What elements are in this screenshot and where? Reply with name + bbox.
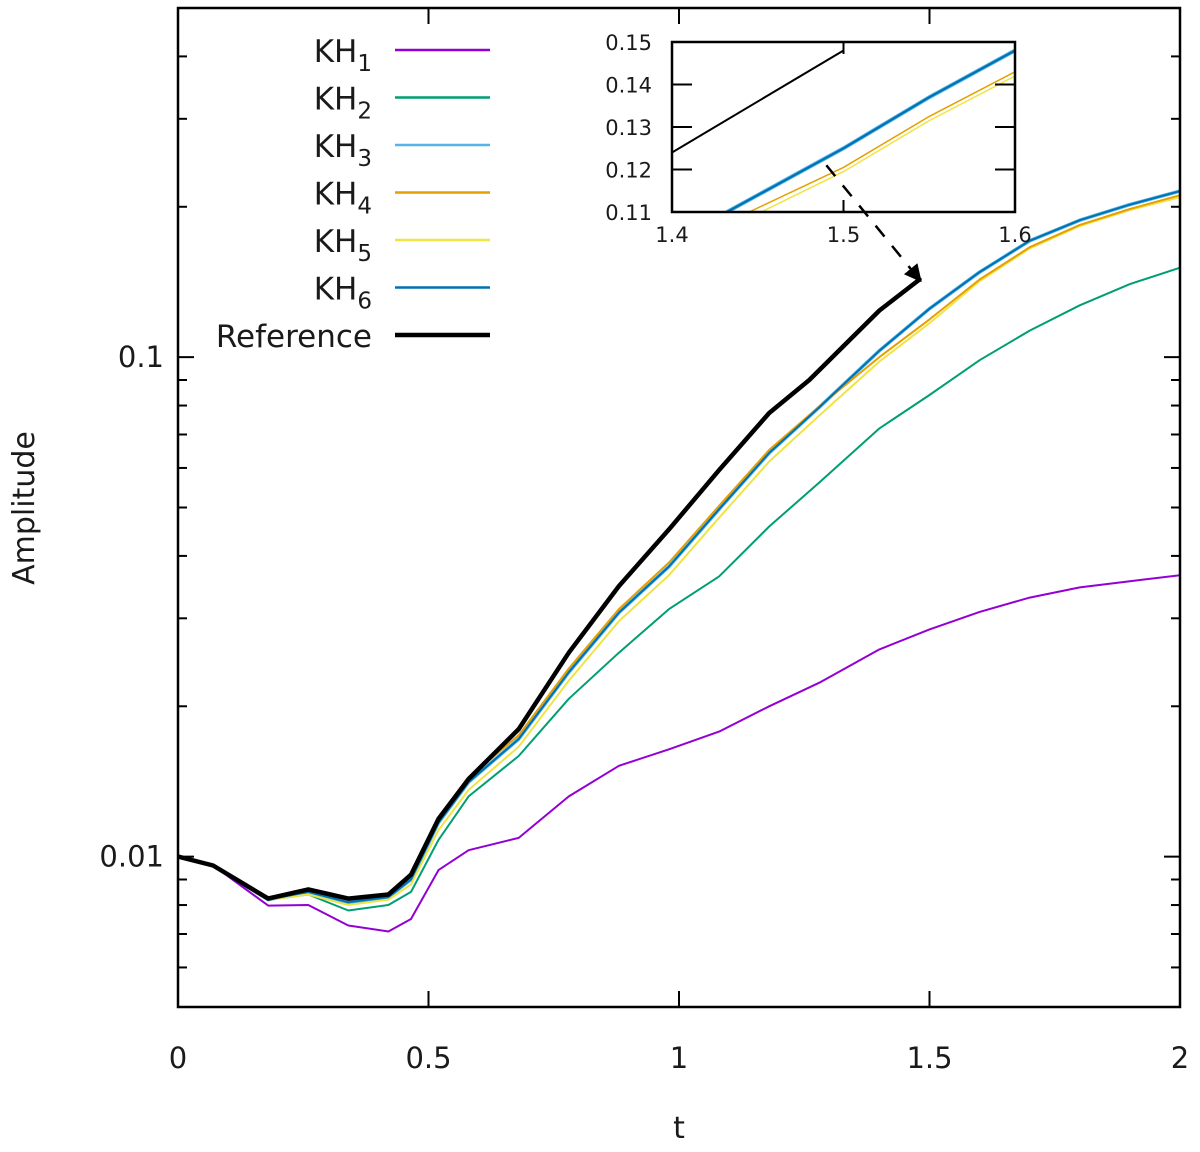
legend-label-kh6: KH6 [314,272,372,315]
y-axis-label: Amplitude [7,431,42,585]
plot-frame [176,6,1182,1009]
inset-y-tick-label: 0.11 [605,201,652,225]
main-series [178,189,1180,933]
inset-y-tick-label: 0.13 [605,116,652,140]
inset-series [672,48,1015,212]
legend-label-kh2: KH2 [314,82,372,125]
legend-label-reference: Reference [216,319,372,355]
legend-label-kh4: KH4 [314,177,372,220]
inset-x-tick-label: 1.5 [827,223,860,247]
inset-line-kh5 [760,75,1015,212]
x-tick-label: 0.5 [405,1041,451,1075]
legend-label-kh1: KH1 [314,34,372,77]
inset-frame [670,40,1017,214]
main-axes: 0 0.5 1 1.5 2 0.01 0.1 [99,7,1189,1075]
legend-label-kh5: KH5 [314,224,372,267]
inset-y-tick-label: 0.12 [605,159,652,183]
series-line-kh1 [178,574,1180,933]
series-line-kh5 [178,196,1180,906]
inset-x-tick-label: 1.4 [655,223,688,247]
inset-y-tick-label: 0.15 [605,31,652,55]
inset-x-tick-label: 1.6 [998,223,1031,247]
series-line-kh2 [178,266,1180,912]
inset-line-reference [672,49,845,154]
x-tick-label: 1 [670,1041,688,1075]
series-line-kh6 [178,190,1180,904]
x-axis-label: t [673,1111,685,1146]
inset-line-kh6 [726,49,1015,212]
legend-label-kh3: KH3 [314,129,372,172]
inset-line-kh4 [748,71,1015,212]
inset-background [672,42,1015,212]
y-tick-label: 0.1 [118,340,164,374]
x-tick-label: 2 [1171,1041,1189,1075]
x-tick-label: 1.5 [906,1041,952,1075]
y-tick-label: 0.01 [99,840,164,874]
inset-y-tick-label: 0.14 [605,74,652,98]
x-tick-label: 0 [169,1041,187,1075]
series-line-reference [178,277,922,901]
inset-zoom: 1.4 1.5 1.6 0.11 0.12 0.13 0.14 0.15 [605,31,1031,247]
